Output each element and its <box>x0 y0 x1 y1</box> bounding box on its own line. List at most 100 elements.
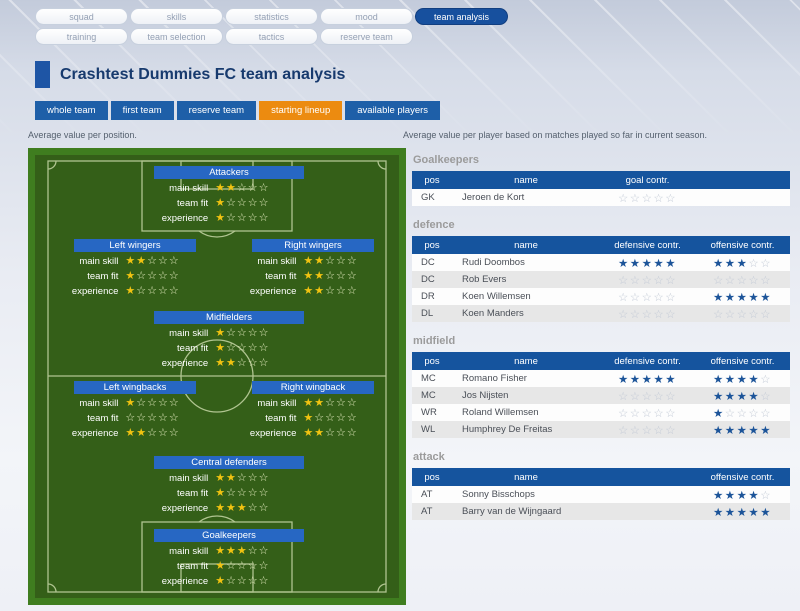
position-stat-row: experience ★★☆☆☆ <box>114 356 344 371</box>
pos-cell: AT <box>412 503 452 520</box>
position-stat-row: experience ★★☆☆☆ <box>55 426 215 441</box>
star-rating: ☆☆☆☆☆ <box>617 407 678 420</box>
stars-cell <box>600 486 695 503</box>
star-rating: ★★☆☆☆ <box>303 255 358 267</box>
nav-tab-reserve-team[interactable]: reserve team <box>320 28 413 45</box>
position-card-attackers: Attackers main skill ★★☆☆☆ team fit ★☆☆☆☆ exp… <box>114 166 344 226</box>
table-row[interactable]: GK Jeroen de Kort ☆☆☆☆☆ <box>412 189 790 206</box>
star-rating: ★★★☆☆ <box>712 257 773 270</box>
position-stat-row: main skill ★★☆☆☆ <box>233 254 393 269</box>
stat-label: main skill <box>169 546 209 557</box>
table-row[interactable]: DC Rob Evers ☆☆☆☆☆ ☆☆☆☆☆ <box>412 271 790 288</box>
nav-tab-mood[interactable]: mood <box>320 8 413 25</box>
player-name-cell: Sonny Bisschops <box>452 486 600 503</box>
table-row[interactable]: DC Rudi Doombos ★★★★★ ★★★☆☆ <box>412 254 790 271</box>
star-rating: ★☆☆☆☆ <box>215 575 270 587</box>
nav-tab-squad[interactable]: squad <box>35 8 128 25</box>
position-stat-row: main skill ★★★☆☆ <box>114 544 344 559</box>
table-row[interactable]: AT Barry van de Wijngaard ★★★★★ <box>412 503 790 520</box>
column-header-col4: offensive contr. <box>695 468 790 486</box>
stars-cell: ☆☆☆☆☆ <box>600 189 695 206</box>
position-card-title: Left wingbacks <box>74 381 196 394</box>
stat-label: experience <box>249 428 297 439</box>
stars-cell: ★☆☆☆☆ <box>695 404 790 421</box>
star-rating: ☆☆☆☆☆ <box>712 308 773 321</box>
position-stat-row: team fit ★☆☆☆☆ <box>55 269 215 284</box>
section-heading-goalkeepers: Goalkeepers <box>413 154 480 166</box>
star-rating: ★☆☆☆☆ <box>215 212 270 224</box>
position-stat-row: main skill ★★☆☆☆ <box>114 471 344 486</box>
position-card-title: Attackers <box>154 166 304 179</box>
subtab-available-players[interactable]: available players <box>345 101 441 120</box>
star-rating: ★★☆☆☆ <box>215 472 270 484</box>
subtab-reserve-team[interactable]: reserve team <box>176 101 257 120</box>
table-row[interactable]: AT Sonny Bisschops ★★★★☆ <box>412 486 790 503</box>
position-stat-row: team fit ★☆☆☆☆ <box>114 486 344 501</box>
stars-cell: ★★★★★ <box>600 254 695 271</box>
stat-label: team fit <box>265 413 297 424</box>
table-row[interactable]: WR Roland Willemsen ☆☆☆☆☆ ★☆☆☆☆ <box>412 404 790 421</box>
table-row[interactable]: DL Koen Manders ☆☆☆☆☆ ☆☆☆☆☆ <box>412 305 790 322</box>
subtab-first-team[interactable]: first team <box>110 101 174 120</box>
table-defence: pos name defensive contr. offensive contr. D… <box>412 236 790 322</box>
nav-tab-team-analysis[interactable]: team analysis <box>415 8 508 25</box>
pos-cell: MC <box>412 387 452 404</box>
star-rating: ★☆☆☆☆ <box>215 560 270 572</box>
nav-tab-team-selection[interactable]: team selection <box>130 28 223 45</box>
pitch-caption: Average value per position. <box>28 130 137 140</box>
position-card-goalkeepers: Goalkeepers main skill ★★★☆☆ team fit ★☆☆☆☆ e… <box>114 529 344 589</box>
column-header-pos: pos <box>412 236 452 254</box>
column-header-name: name <box>452 468 600 486</box>
table-row[interactable]: MC Jos Nijsten ☆☆☆☆☆ ★★★★☆ <box>412 387 790 404</box>
position-stat-row: team fit ★★☆☆☆ <box>233 269 393 284</box>
pos-cell: DR <box>412 288 452 305</box>
stars-cell: ☆☆☆☆☆ <box>600 305 695 322</box>
star-rating: ☆☆☆☆☆ <box>617 308 678 321</box>
nav-tab-tactics[interactable]: tactics <box>225 28 318 45</box>
star-rating: ★★☆☆☆ <box>303 427 358 439</box>
nav-tab-skills[interactable]: skills <box>130 8 223 25</box>
table-header-row: pos name defensive contr. offensive contr. <box>412 352 790 370</box>
pitch-markings <box>47 160 387 593</box>
subtab-bar: whole team first team reserve team starting… <box>35 101 441 120</box>
table-row[interactable]: DR Koen Willemsen ☆☆☆☆☆ ★★★★★ <box>412 288 790 305</box>
subtab-starting-lineup[interactable]: starting lineup <box>259 101 343 120</box>
position-card-title: Right wingback <box>252 381 374 394</box>
position-stat-row: team fit ★☆☆☆☆ <box>114 559 344 574</box>
position-stat-row: main skill ★★☆☆☆ <box>114 181 344 196</box>
position-stat-row: team fit ★☆☆☆☆ <box>233 411 393 426</box>
star-rating: ★★★★★ <box>712 424 773 437</box>
stars-cell: ★★★★★ <box>600 370 695 387</box>
nav-tab-statistics[interactable]: statistics <box>225 8 318 25</box>
stat-label: team fit <box>87 271 119 282</box>
position-card-midfielders: Midfielders main skill ★☆☆☆☆ team fit ★☆☆☆☆ e… <box>114 311 344 371</box>
table-midfield: pos name defensive contr. offensive contr. M… <box>412 352 790 438</box>
stat-label: team fit <box>87 413 119 424</box>
position-card-title: Goalkeepers <box>154 529 304 542</box>
subtab-whole-team[interactable]: whole team <box>35 101 108 120</box>
star-rating: ★☆☆☆☆ <box>215 487 270 499</box>
nav-row-1: squad skills statistics mood team analysis <box>35 8 508 25</box>
stat-label: experience <box>161 576 209 587</box>
stars-cell: ☆☆☆☆☆ <box>600 387 695 404</box>
position-stat-row: main skill ★☆☆☆☆ <box>55 396 215 411</box>
position-stat-row: experience ★☆☆☆☆ <box>114 574 344 589</box>
position-card-title: Right wingers <box>252 239 374 252</box>
position-stat-row: team fit ★☆☆☆☆ <box>114 196 344 211</box>
column-header-pos: pos <box>412 352 452 370</box>
table-row[interactable]: WL Humphrey De Freitas ☆☆☆☆☆ ★★★★★ <box>412 421 790 438</box>
nav-tab-training[interactable]: training <box>35 28 128 45</box>
position-stat-row: team fit ☆☆☆☆☆ <box>55 411 215 426</box>
star-rating: ☆☆☆☆☆ <box>617 291 678 304</box>
stars-cell: ★★★☆☆ <box>695 254 790 271</box>
title-row: Crashtest Dummies FC team analysis <box>35 61 345 88</box>
star-rating: ★★★★☆ <box>712 489 773 502</box>
stars-cell: ★★★★★ <box>695 288 790 305</box>
stat-label: main skill <box>169 183 209 194</box>
star-rating: ★☆☆☆☆ <box>215 197 270 209</box>
pos-cell: DC <box>412 271 452 288</box>
position-stat-row: experience ★★☆☆☆ <box>233 284 393 299</box>
table-row[interactable]: MC Romano Fisher ★★★★★ ★★★★☆ <box>412 370 790 387</box>
column-header-name: name <box>452 171 600 189</box>
position-card-right-wingers: Right wingers main skill ★★☆☆☆ team fit ★★☆☆… <box>233 239 393 299</box>
